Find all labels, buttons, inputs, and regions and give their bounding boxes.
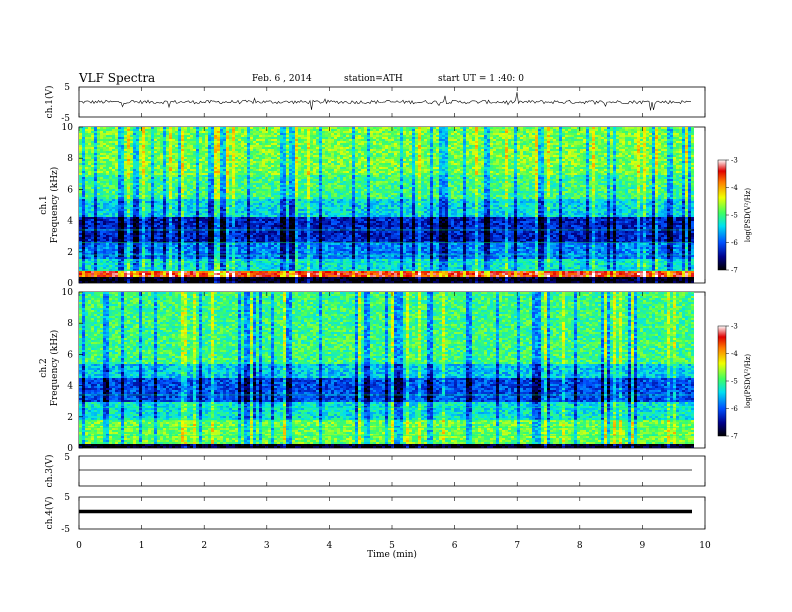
time-tick-label: 0: [76, 541, 82, 551]
freq-tick-label: 8: [67, 154, 73, 164]
ch2-freq-axis-label: Frequency (kHz): [49, 330, 60, 407]
ch2-spectrogram-image: [79, 292, 694, 448]
ch1-ylabel: ch.1(V): [44, 86, 55, 119]
ch2-colorbar-label: log(PSD(V²/Hz): [744, 354, 752, 409]
time-tick-label: 4: [327, 541, 333, 551]
ch3-waveform-panel: 5 ch.3(V): [44, 453, 705, 487]
ch1-spectrogram-image: [79, 127, 694, 283]
ch3-ytick-top: 5: [64, 453, 70, 463]
ch1-ytick-top: 5: [64, 83, 70, 93]
time-tick-label: 8: [577, 541, 583, 551]
colorbar-tick-label: -7: [731, 433, 738, 441]
time-tick-label: 1: [139, 541, 145, 551]
ch1-freq-axis-label: Frequency (kHz): [49, 167, 60, 244]
time-tick-label: 2: [201, 541, 207, 551]
ch1-colorbar-label: log(PSD(V²/Hz): [744, 188, 752, 243]
ch3-ylabel: ch.3(V): [44, 455, 55, 488]
time-tick-label: 6: [452, 541, 458, 551]
freq-tick-label: 6: [67, 350, 73, 360]
vlf-spectra-figure: 5 -5 ch.1(V) 0 2 4 6 8 10 ch.1 Frequency (kHz…: [0, 0, 792, 612]
ch4-waveform-panel: 5 -5 ch.4(V): [44, 493, 705, 535]
colorbar-tick-label: -3: [731, 323, 738, 331]
colorbar-tick-label: -4: [731, 184, 738, 192]
time-tick-label: 9: [640, 541, 646, 551]
ch3-waveform-frame: [79, 456, 705, 486]
time-tick-label: 3: [264, 541, 270, 551]
ch4-ytick-bottom: -5: [61, 525, 70, 535]
ch2-channel-label: ch.2: [39, 358, 49, 377]
ch1-channel-label: ch.1: [39, 195, 49, 214]
colorbar-tick-label: -5: [731, 212, 738, 220]
colorbar-tick-label: -3: [731, 157, 738, 165]
time-tick-label: 7: [514, 541, 520, 551]
freq-tick-label: 8: [67, 319, 73, 329]
freq-tick-label: 2: [67, 413, 73, 423]
ch4-ytick-top: 5: [64, 493, 70, 503]
freq-tick-label: 10: [62, 288, 74, 298]
colorbar-tick-label: -4: [731, 350, 738, 358]
colorbar-tick-label: -6: [731, 405, 738, 413]
ch1-waveform-panel: 5 -5 ch.1(V): [44, 83, 705, 124]
freq-tick-label: 4: [67, 217, 73, 227]
ch1-colorbar: [718, 160, 726, 270]
colorbar-tick-label: -5: [731, 378, 738, 386]
ch2-colorbar: [718, 326, 726, 436]
freq-tick-label: 4: [67, 382, 73, 392]
time-axis-label: Time (min): [367, 549, 417, 560]
freq-tick-label: 10: [62, 123, 74, 133]
ch4-ylabel: ch.4(V): [44, 497, 55, 530]
time-tick-label: 10: [699, 541, 711, 551]
colorbar-tick-label: -6: [731, 239, 738, 247]
freq-tick-label: 6: [67, 185, 73, 195]
colorbar-tick-label: -7: [731, 267, 738, 275]
freq-tick-label: 2: [67, 248, 73, 258]
